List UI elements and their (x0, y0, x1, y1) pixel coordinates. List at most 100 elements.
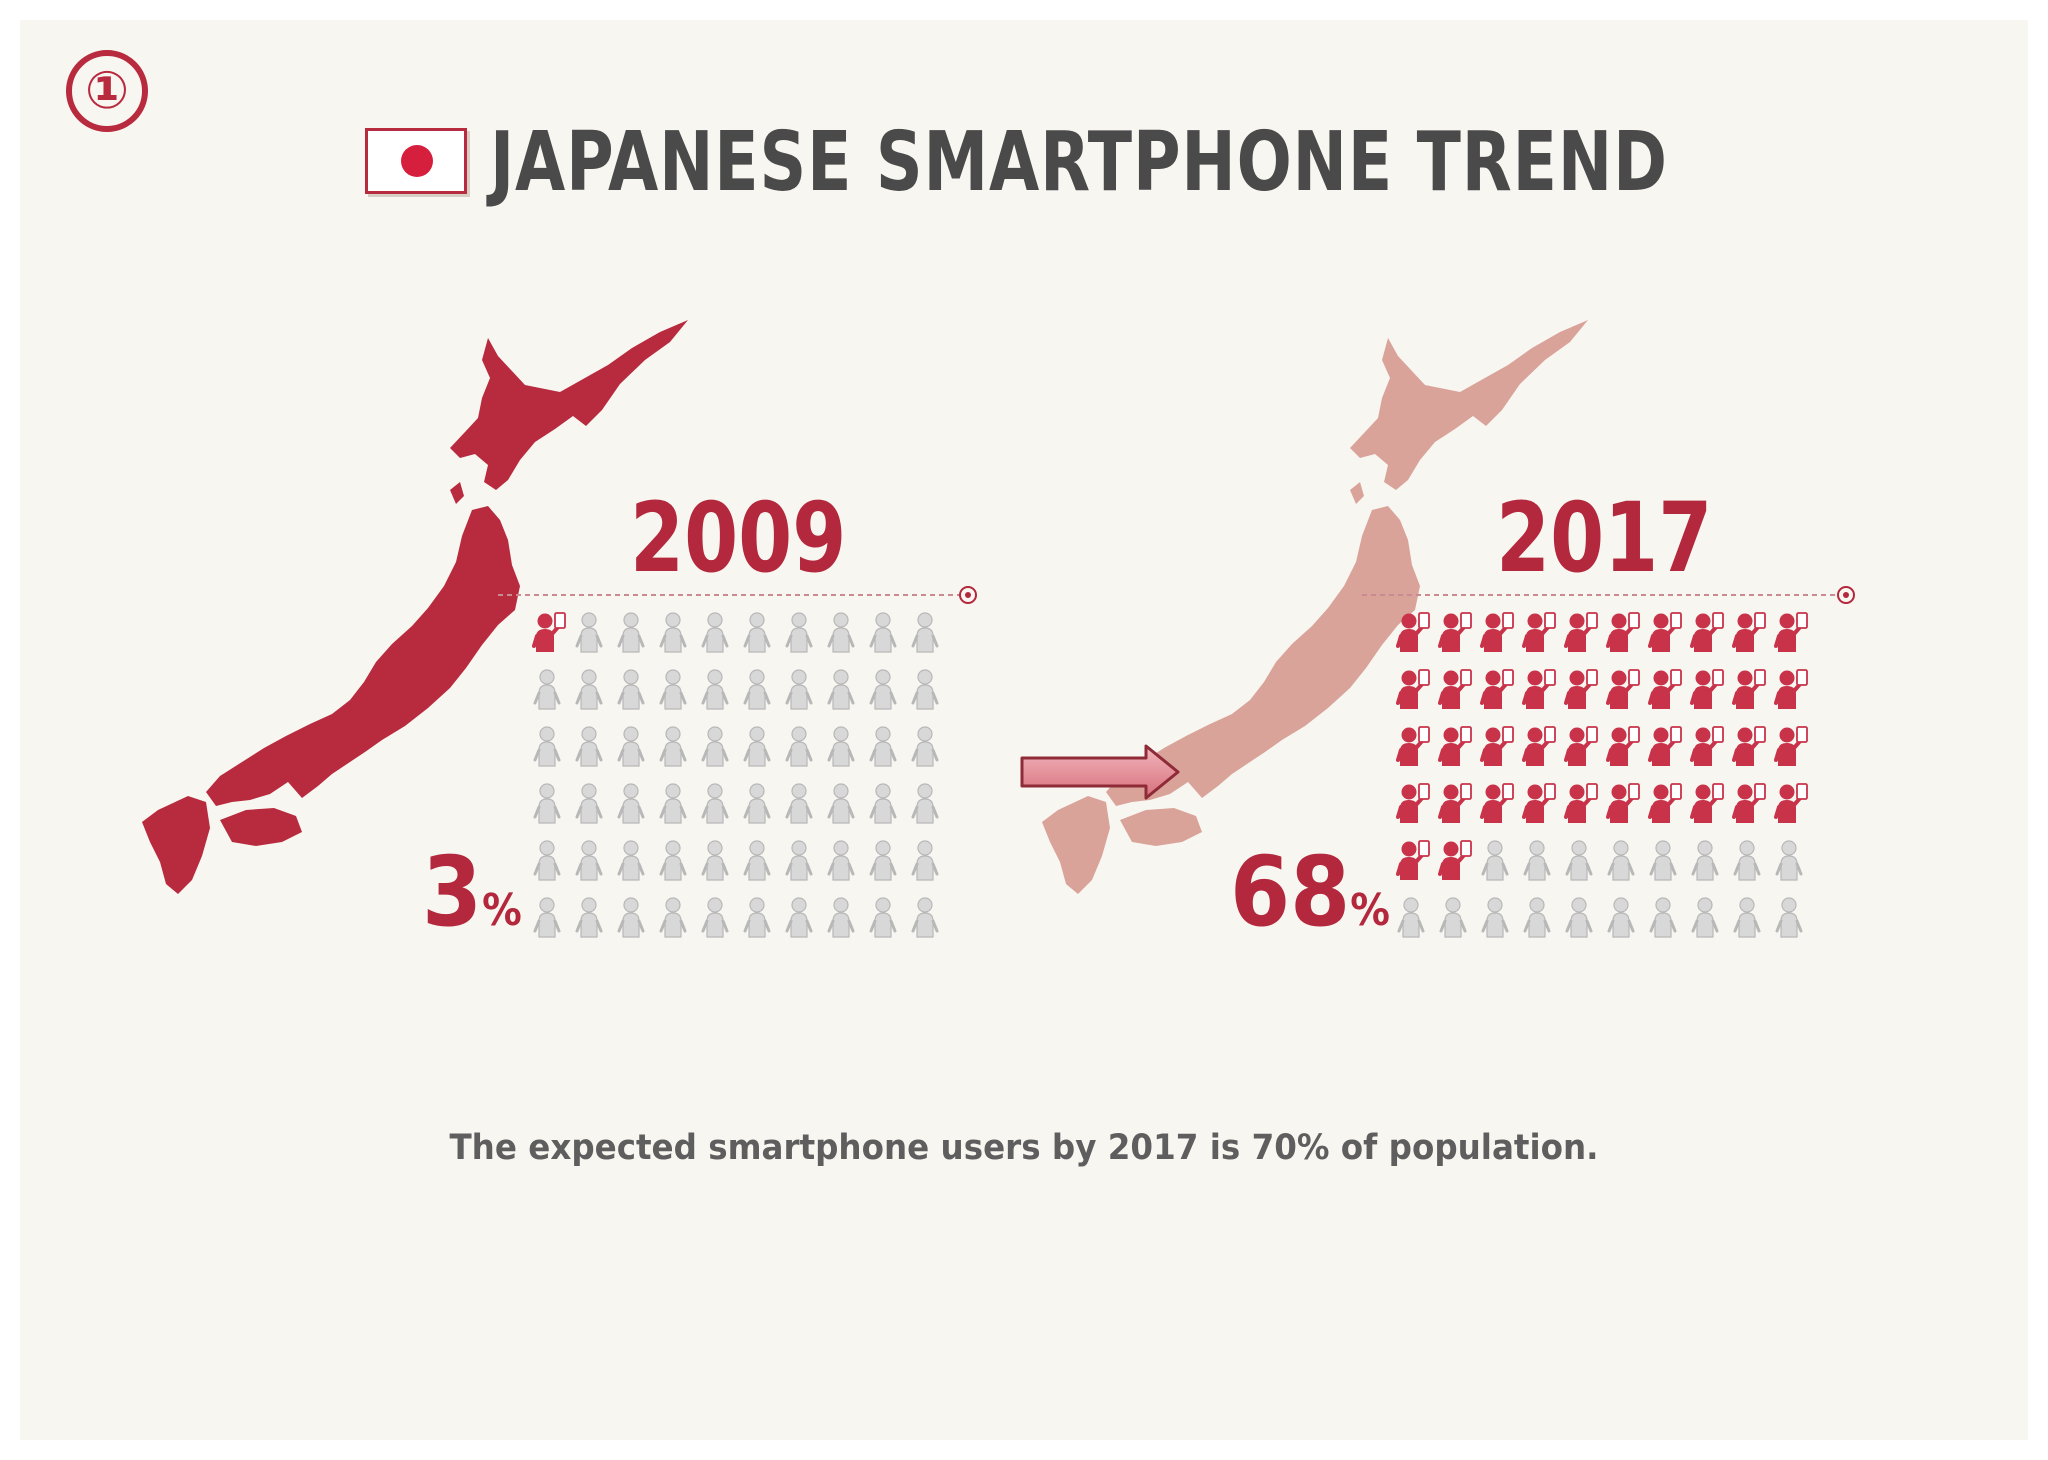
person-icon (743, 840, 771, 881)
person-icon (701, 840, 729, 881)
infographic-page: ① JAPANESE SMARTPHONE TREND (20, 20, 2028, 1440)
user-icon-grid-2009 (532, 612, 972, 952)
person-icon (785, 783, 813, 824)
person-icon (869, 726, 897, 767)
smartphone-user-icon (1396, 726, 1430, 766)
smartphone-user-icon (1690, 612, 1724, 652)
smartphone-user-icon (1396, 612, 1430, 652)
sado-2017 (1350, 482, 1364, 504)
person-icon (575, 897, 603, 938)
person-icon (1523, 840, 1551, 881)
smartphone-user-icon (1648, 612, 1682, 652)
person-icon (617, 897, 645, 938)
smartphone-user-icon (1480, 669, 1514, 709)
person-icon (1733, 897, 1761, 938)
person-icon (911, 783, 939, 824)
hokkaido-2009 (450, 320, 688, 490)
person-icon (1397, 897, 1425, 938)
person-icon (659, 669, 687, 710)
person-icon (1607, 897, 1635, 938)
percent-value-2009: 3 (422, 836, 483, 948)
person-icon (659, 783, 687, 824)
person-icon (911, 612, 939, 653)
person-icon (701, 897, 729, 938)
person-icon (911, 840, 939, 881)
person-icon (1565, 897, 1593, 938)
smartphone-user-icon (1438, 612, 1472, 652)
maps-layer (142, 320, 1855, 894)
smartphone-user-icon (1774, 612, 1808, 652)
smartphone-user-icon (1690, 726, 1724, 766)
smartphone-user-icon (1396, 783, 1430, 823)
person-icon (743, 897, 771, 938)
person-icon (1565, 840, 1593, 881)
shikoku-2009 (220, 808, 302, 846)
smartphone-user-icon (1774, 726, 1808, 766)
person-icon (701, 612, 729, 653)
person-icon (701, 726, 729, 767)
person-icon (575, 726, 603, 767)
person-icon (827, 669, 855, 710)
smartphone-user-icon (1564, 726, 1598, 766)
person-icon (1649, 897, 1677, 938)
smartphone-user-icon (1522, 669, 1556, 709)
person-icon (827, 726, 855, 767)
person-icon (575, 612, 603, 653)
smartphone-user-icon (1438, 669, 1472, 709)
person-icon (1439, 897, 1467, 938)
kyushu-2009 (142, 796, 210, 894)
person-icon (785, 726, 813, 767)
person-icon (869, 840, 897, 881)
person-icon (659, 612, 687, 653)
page-title: JAPANESE SMARTPHONE TREND (490, 115, 1668, 210)
smartphone-user-icon (1522, 726, 1556, 766)
person-icon (743, 783, 771, 824)
person-icon (1775, 840, 1803, 881)
trend-arrow-icon (1020, 744, 1180, 800)
year-label-2009: 2009 (630, 482, 847, 594)
year-label-2017: 2017 (1496, 482, 1713, 594)
person-icon (827, 897, 855, 938)
smartphone-user-icon (1522, 783, 1556, 823)
person-icon (785, 840, 813, 881)
person-icon (533, 783, 561, 824)
smartphone-user-icon (1648, 783, 1682, 823)
person-icon (785, 669, 813, 710)
person-icon (1691, 897, 1719, 938)
person-icon (743, 726, 771, 767)
person-icon (1775, 897, 1803, 938)
smartphone-user-icon (1606, 669, 1640, 709)
smartphone-user-icon (1564, 669, 1598, 709)
person-icon (617, 726, 645, 767)
person-icon (827, 840, 855, 881)
smartphone-user-icon (1774, 783, 1808, 823)
caption-text: The expected smartphone users by 2017 is… (449, 1128, 1599, 1168)
smartphone-user-icon (1480, 612, 1514, 652)
person-icon (785, 897, 813, 938)
smartphone-user-icon (1690, 783, 1724, 823)
person-icon (1481, 840, 1509, 881)
person-icon (869, 783, 897, 824)
guide-line-2017 (1362, 586, 1855, 604)
smartphone-user-icon (1648, 726, 1682, 766)
person-icon (575, 840, 603, 881)
smartphone-user-icon (1564, 612, 1598, 652)
smartphone-user-icon (1648, 669, 1682, 709)
smartphone-user-icon (1606, 726, 1640, 766)
person-icon (533, 840, 561, 881)
smartphone-user-icon (1732, 669, 1766, 709)
smartphone-user-icon (1690, 669, 1724, 709)
person-icon (533, 669, 561, 710)
person-icon (869, 897, 897, 938)
smartphone-user-icon (1438, 726, 1472, 766)
person-icon (701, 783, 729, 824)
person-icon (785, 612, 813, 653)
person-icon (1691, 840, 1719, 881)
smartphone-user-icon (1564, 783, 1598, 823)
smartphone-user-icon (1732, 612, 1766, 652)
person-icon (911, 897, 939, 938)
smartphone-user-icon (1774, 669, 1808, 709)
smartphone-user-icon (1396, 669, 1430, 709)
sado-2009 (450, 482, 464, 504)
percent-sign-2009: % (482, 885, 522, 936)
